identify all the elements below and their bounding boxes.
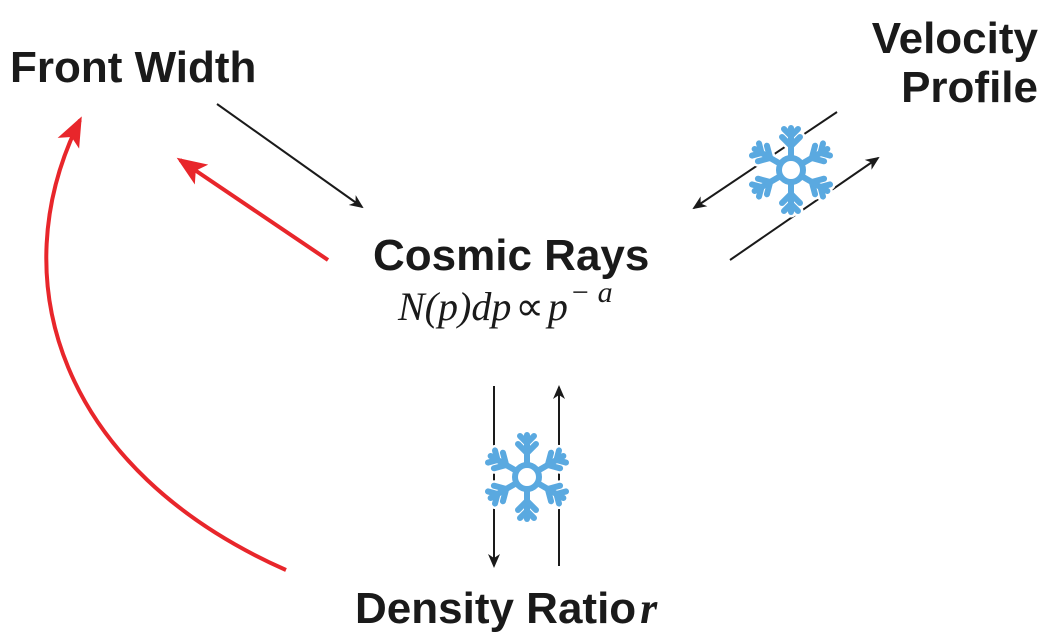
node-front-width: Front Width	[10, 43, 257, 92]
arrow-cosmicrays-to-frontwidth	[176, 157, 330, 262]
node-velocity-profile: Velocity Profile	[872, 14, 1038, 113]
node-density-ratio: Density Ratior	[355, 587, 657, 631]
arrow-cosmicrays-to-velocity	[729, 156, 880, 261]
formula-base: N(p)dp	[398, 284, 512, 329]
node-density-ratio-label: Density Ratio	[355, 584, 637, 633]
power-law-formula: N(p)dp ∝ p− a	[398, 278, 613, 329]
node-velocity-profile-line1: Velocity	[871, 14, 1038, 63]
node-density-ratio-var: r	[640, 584, 658, 633]
arrow-densityratio-to-frontwidth	[44, 116, 287, 572]
formula-rhs: p	[547, 284, 568, 329]
snowflake-icon	[750, 128, 832, 212]
snowflake-icon	[486, 435, 568, 519]
formula-exponent: − a	[569, 276, 613, 309]
node-cosmic-rays: Cosmic Rays	[373, 231, 650, 280]
formula-relation: ∝	[515, 284, 544, 329]
arrow-frontwidth-to-cosmicrays	[216, 103, 364, 209]
node-velocity-profile-line2: Profile	[901, 63, 1038, 113]
